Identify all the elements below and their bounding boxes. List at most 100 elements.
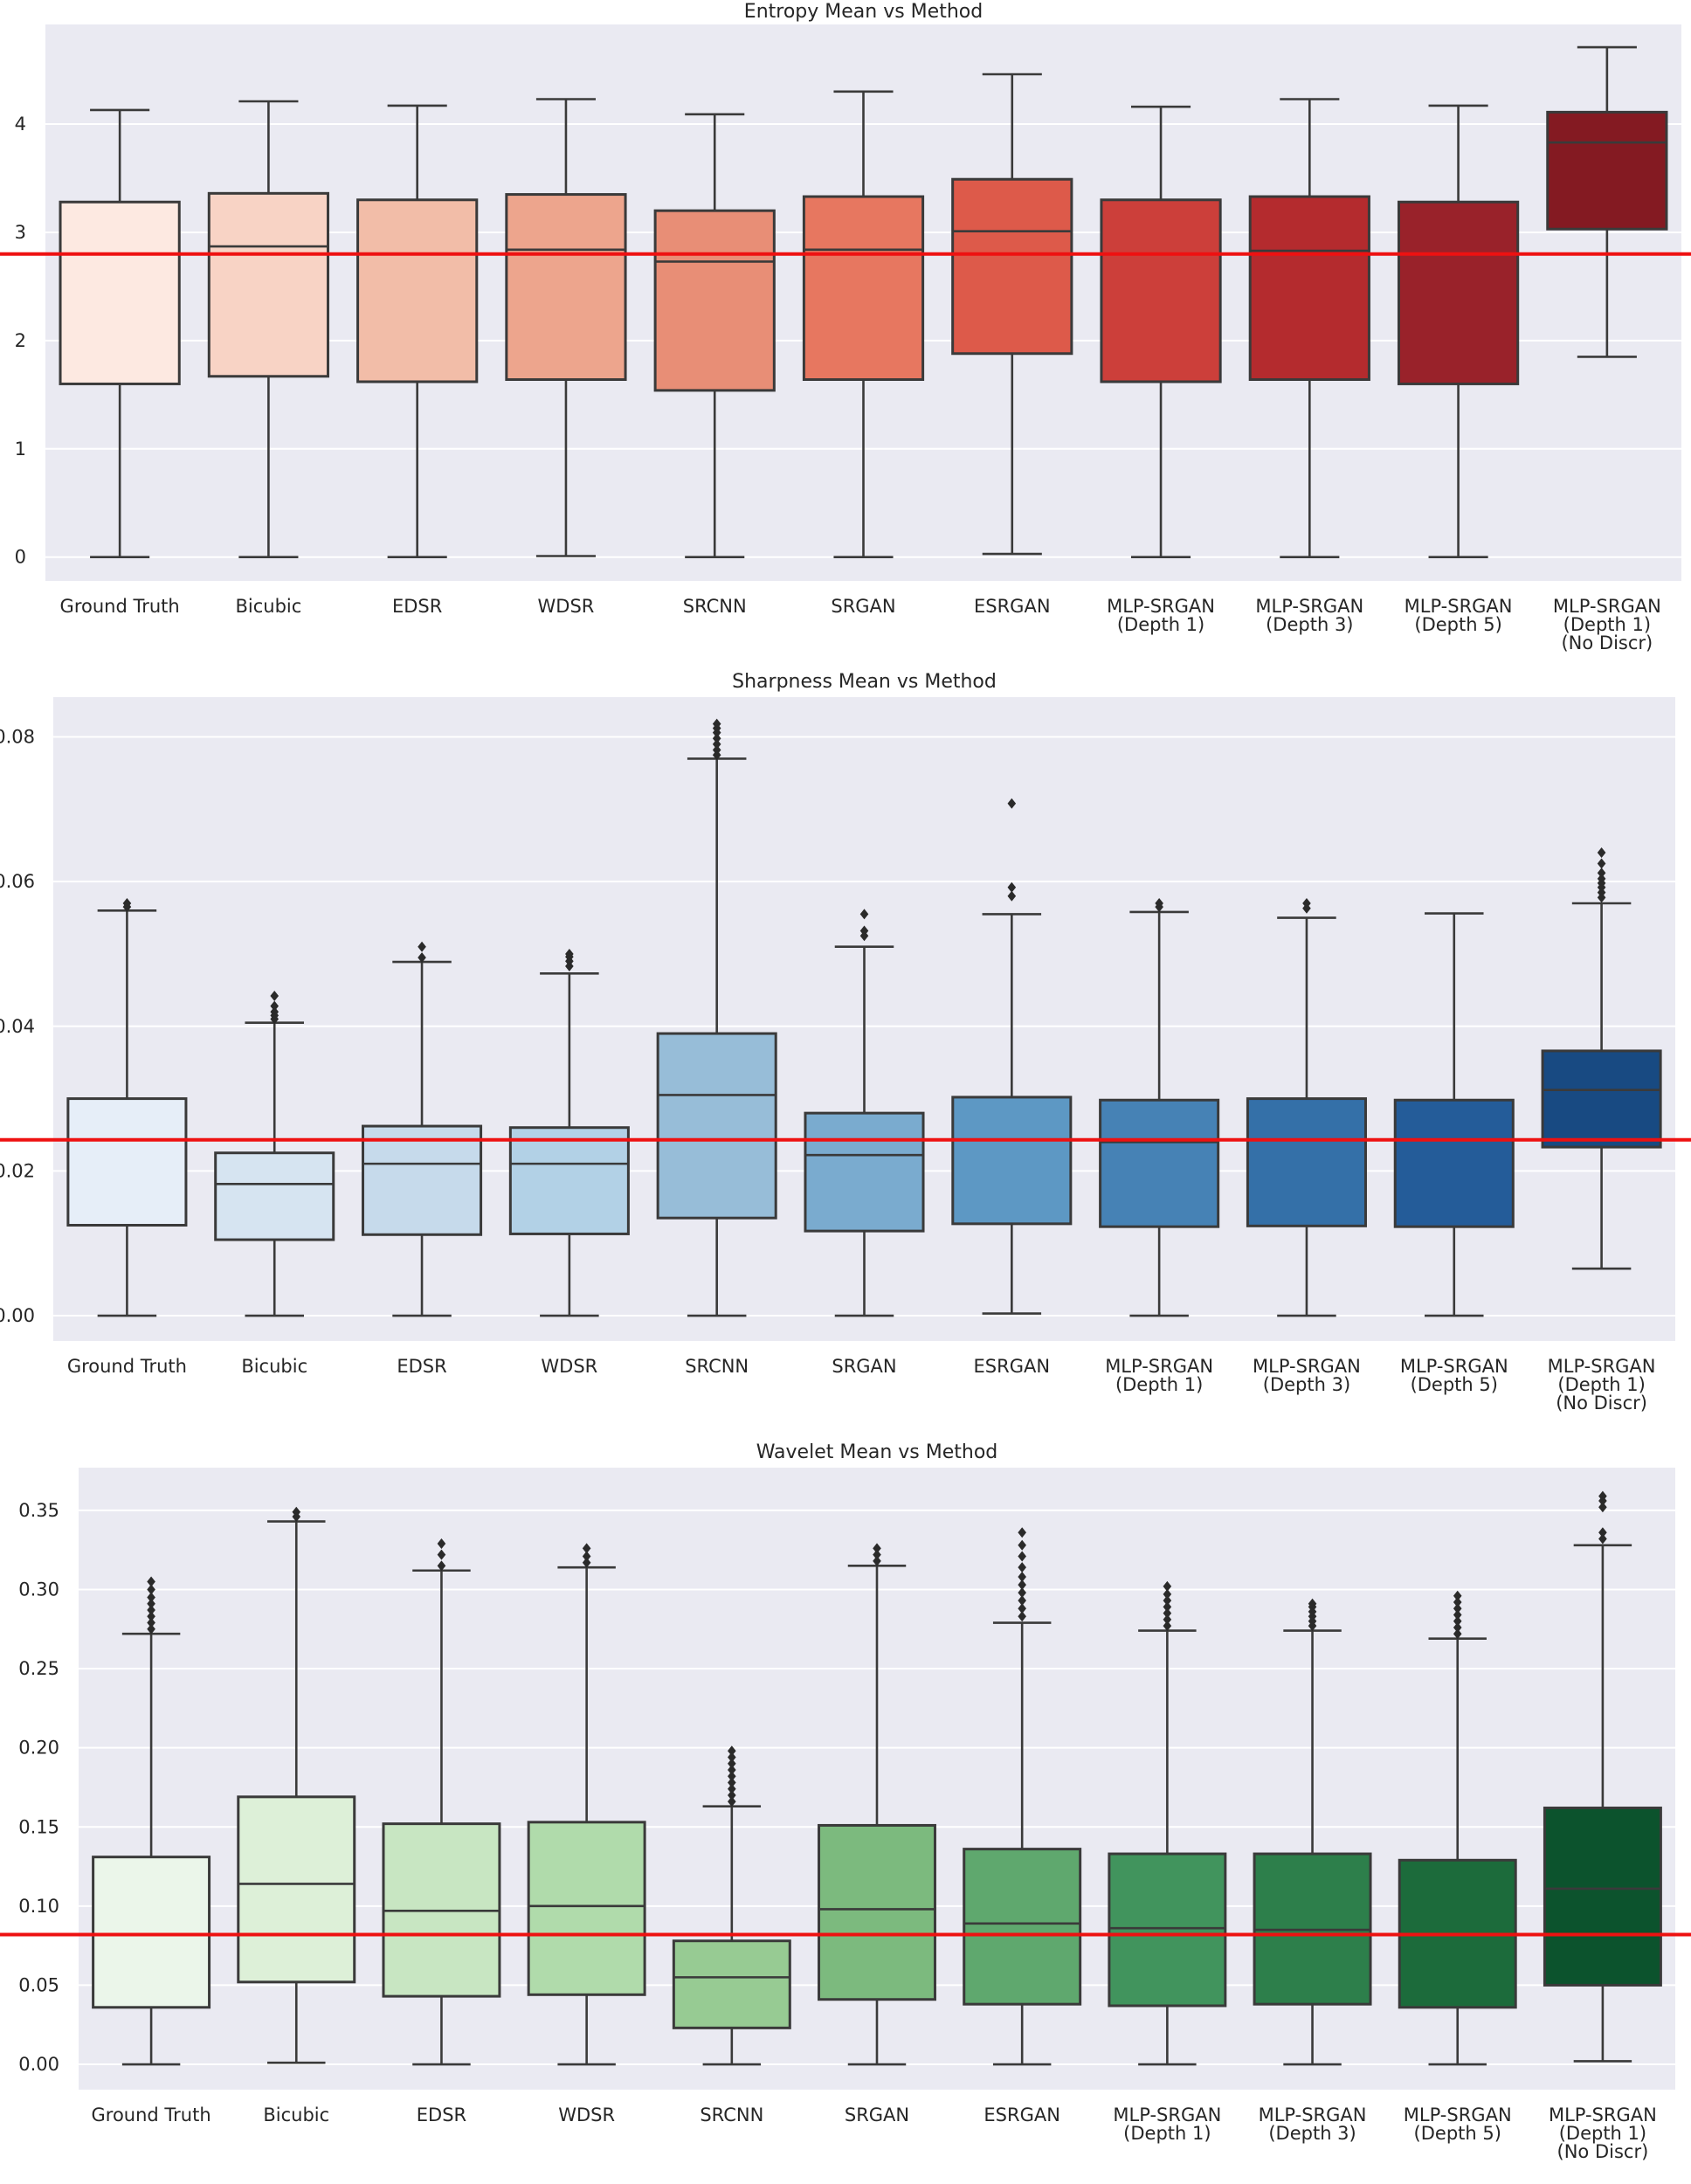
outlier-point [565, 948, 574, 959]
outlier-point [582, 1551, 591, 1562]
iqr-box[interactable] [237, 1795, 356, 1984]
iqr-box[interactable] [1108, 1852, 1227, 2008]
iqr-box[interactable] [1100, 198, 1222, 384]
outlier-point [147, 1605, 155, 1616]
outlier-point [728, 1790, 736, 1801]
iqr-box[interactable] [951, 177, 1073, 356]
chart-title: Sharpness Mean vs Method [732, 671, 997, 693]
iqr-box[interactable] [1393, 1098, 1515, 1228]
outlier-point [712, 744, 721, 756]
outlier-point [437, 1560, 446, 1572]
outlier-point [147, 1611, 155, 1622]
x-tick-label: MLP-SRGAN (Depth 1) (No Discr) [1553, 596, 1661, 653]
box-mlp-srgan-depth-3[interactable] [1248, 98, 1370, 559]
box-edsr[interactable] [362, 941, 483, 1317]
iqr-box[interactable] [356, 198, 479, 384]
iqr-box[interactable] [1546, 110, 1668, 231]
iqr-box[interactable] [672, 1939, 791, 2029]
outlier-point [1598, 1502, 1607, 1513]
x-tick-label: EDSR [397, 1356, 446, 1377]
box-srcnn[interactable] [672, 1745, 791, 2066]
box-srgan[interactable] [802, 90, 925, 559]
box-bicubic[interactable] [214, 991, 335, 1317]
x-tick-label-line: (Depth 3) [1266, 614, 1353, 635]
y-tick-label: 0.06 [0, 871, 35, 892]
iqr-box[interactable] [818, 1823, 936, 2001]
iqr-box[interactable] [963, 1848, 1082, 2006]
iqr-box[interactable] [59, 200, 181, 385]
iqr-box[interactable] [653, 209, 776, 392]
box-wdsr[interactable] [508, 948, 630, 1317]
box-srgan[interactable] [818, 1543, 936, 2066]
iqr-box[interactable] [1099, 1098, 1220, 1228]
box-srgan[interactable] [804, 909, 925, 1317]
iqr-box[interactable] [527, 1821, 646, 1996]
outlier-point [873, 1549, 881, 1560]
box-edsr[interactable] [382, 1538, 501, 2066]
iqr-box[interactable] [804, 1111, 925, 1233]
y-tick-label: 0.05 [18, 1974, 59, 1995]
box-esrgan[interactable] [951, 798, 1073, 1315]
box-mlp-srgan-depth-1-no-discr[interactable] [1546, 45, 1668, 358]
outlier-point [873, 1555, 881, 1566]
iqr-box[interactable] [1541, 1049, 1662, 1149]
box-esrgan[interactable] [951, 73, 1073, 556]
iqr-box[interactable] [362, 1124, 483, 1236]
x-tick-label: MLP-SRGAN (Depth 3) [1255, 596, 1363, 635]
box-mlp-srgan-depth-5[interactable] [1397, 104, 1520, 559]
box-mlp-srgan-depth-3[interactable] [1253, 1598, 1372, 2066]
box-mlp-srgan-depth-1-no-discr[interactable] [1543, 1490, 1662, 2063]
outlier-point [712, 738, 721, 750]
box-wdsr[interactable] [527, 1543, 646, 2066]
iqr-box[interactable] [1397, 200, 1520, 385]
box-mlp-srgan-depth-1[interactable] [1099, 898, 1220, 1317]
box-bicubic[interactable] [237, 1506, 356, 2064]
box-mlp-srgan-depth-1[interactable] [1100, 105, 1222, 559]
box-mlp-srgan-depth-1[interactable] [1108, 1580, 1227, 2066]
iqr-box[interactable] [66, 1097, 188, 1227]
x-tick-label-line: SRCNN [700, 2105, 763, 2125]
iqr-box[interactable] [505, 193, 627, 381]
x-tick-label: MLP-SRGAN (Depth 5) [1404, 2105, 1512, 2144]
box-ground-truth[interactable] [59, 108, 181, 559]
outlier-point [1453, 1590, 1462, 1601]
box-bicubic[interactable] [207, 100, 330, 559]
y-tick-label: 0 [15, 547, 26, 568]
iqr-box[interactable] [92, 1856, 211, 2009]
outlier-point [1597, 867, 1606, 879]
box-mlp-srgan-depth-1-no-discr[interactable] [1541, 847, 1662, 1270]
iqr-box[interactable] [1246, 1097, 1367, 1227]
box-wdsr[interactable] [505, 98, 627, 557]
y-tick-label: 0.02 [0, 1160, 35, 1181]
iqr-box[interactable] [207, 191, 330, 378]
x-tick-label-line: (No Discr) [1556, 1393, 1647, 1413]
iqr-box[interactable] [1543, 1807, 1662, 1987]
x-tick-label-line: SRGAN [832, 1356, 896, 1377]
outlier-point [1018, 1562, 1026, 1573]
outlier-point [270, 1000, 280, 1012]
x-tick-label: SRCNN [685, 1356, 749, 1377]
box-edsr[interactable] [356, 104, 479, 559]
x-tick-label: Ground Truth [92, 2105, 211, 2125]
iqr-box[interactable] [214, 1151, 335, 1241]
outlier-point [712, 733, 721, 744]
outlier-point [1018, 1572, 1026, 1583]
iqr-box[interactable] [656, 1032, 777, 1220]
outlier-point [728, 1783, 736, 1794]
iqr-box[interactable] [802, 195, 925, 381]
x-tick-label-line: (Depth 1) [1559, 2123, 1646, 2144]
box-srcnn[interactable] [656, 718, 777, 1317]
x-tick-label: SRCNN [700, 2105, 763, 2125]
x-tick-label: Bicubic [236, 596, 302, 617]
box-esrgan[interactable] [963, 1527, 1082, 2066]
box-srcnn[interactable] [653, 113, 776, 559]
iqr-box[interactable] [508, 1126, 630, 1235]
iqr-box[interactable] [951, 1095, 1073, 1226]
x-tick-label-line: SRGAN [845, 2105, 909, 2125]
x-tick-label: ESRGAN [974, 596, 1051, 617]
outlier-point [1598, 1527, 1607, 1538]
iqr-box[interactable] [1248, 195, 1370, 381]
x-tick-label-line: WDSR [538, 596, 595, 617]
outlier-point [122, 898, 132, 909]
